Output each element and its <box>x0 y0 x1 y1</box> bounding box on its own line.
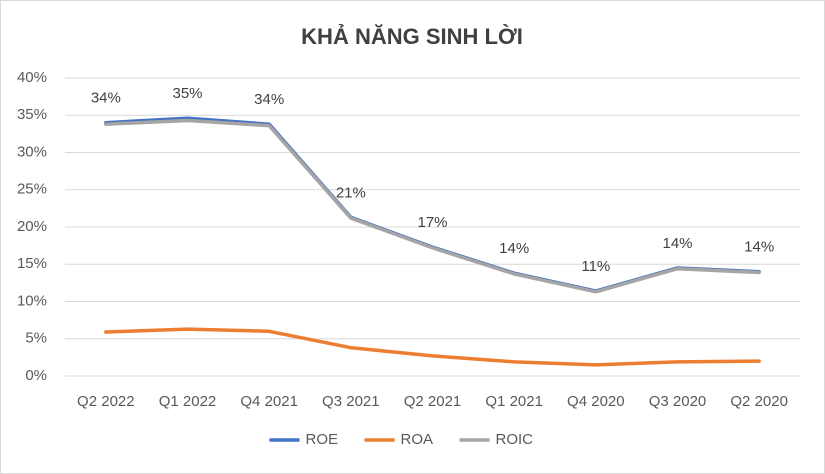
x-tick-label: Q1 2022 <box>159 393 217 410</box>
y-tick-label: 40% <box>17 69 47 86</box>
x-tick-label: Q3 2020 <box>649 393 707 410</box>
y-tick-label: 25% <box>17 181 47 198</box>
x-tick-label: Q4 2020 <box>567 393 625 410</box>
data-label: 21% <box>336 184 366 201</box>
data-label: 11% <box>581 258 610 275</box>
y-tick-label: 20% <box>17 218 47 235</box>
y-tick-label: 15% <box>17 255 47 272</box>
line-series <box>104 327 761 367</box>
legend-label: ROA <box>401 431 434 448</box>
data-label: 14% <box>499 240 529 257</box>
chart-title: KHẢ NĂNG SINH LỜI <box>301 24 523 49</box>
x-tick-label: Q3 2021 <box>322 393 380 410</box>
y-tick-label: 10% <box>17 292 47 309</box>
y-tick-label: 5% <box>25 330 47 347</box>
data-label: 14% <box>744 239 774 256</box>
data-label: 34% <box>91 90 121 107</box>
x-tick-label: Q4 2021 <box>240 393 298 410</box>
legend-label: ROE <box>306 431 339 448</box>
data-label: 14% <box>662 235 692 252</box>
x-tick-label: Q1 2021 <box>485 393 543 410</box>
data-label: 17% <box>417 214 447 231</box>
x-tick-label: Q2 2022 <box>77 393 135 410</box>
y-tick-label: 0% <box>25 367 47 384</box>
line-series <box>104 118 761 294</box>
data-label: 35% <box>172 85 202 102</box>
legend-label: ROIC <box>496 431 534 448</box>
data-label: 34% <box>254 91 284 108</box>
y-tick-label: 35% <box>17 106 47 123</box>
x-tick-label: Q2 2020 <box>730 393 788 410</box>
x-tick-label: Q2 2021 <box>404 393 462 410</box>
y-tick-label: 30% <box>17 143 47 160</box>
